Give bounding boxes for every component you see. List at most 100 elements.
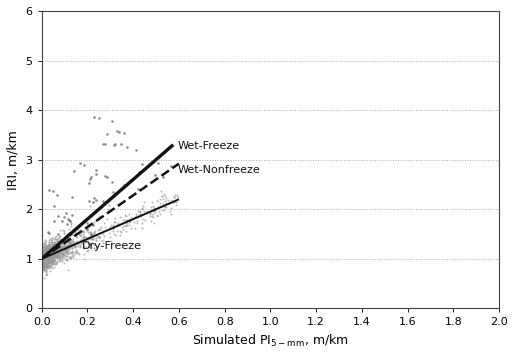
Point bbox=[58, 240, 66, 246]
Point bbox=[39, 256, 47, 262]
Point bbox=[49, 248, 58, 254]
Point bbox=[117, 225, 126, 230]
Point bbox=[72, 243, 80, 248]
Point bbox=[90, 195, 98, 201]
Point bbox=[41, 256, 49, 262]
Point bbox=[39, 256, 47, 261]
Point bbox=[81, 235, 90, 240]
Point bbox=[45, 264, 54, 269]
Point bbox=[39, 265, 47, 271]
Point bbox=[43, 253, 52, 258]
Point bbox=[49, 253, 57, 259]
Point bbox=[53, 253, 61, 258]
Point bbox=[57, 245, 65, 251]
Point bbox=[43, 254, 52, 260]
Point bbox=[51, 252, 59, 257]
Point bbox=[41, 243, 49, 249]
Point bbox=[121, 222, 129, 228]
Point bbox=[67, 240, 75, 245]
Point bbox=[58, 238, 66, 244]
Point bbox=[64, 235, 72, 241]
Point bbox=[58, 218, 66, 224]
Point bbox=[38, 254, 46, 260]
Point bbox=[39, 244, 47, 250]
Point bbox=[66, 221, 75, 227]
Point bbox=[67, 231, 75, 237]
Point bbox=[46, 257, 55, 262]
Point bbox=[45, 243, 54, 249]
Point bbox=[42, 250, 50, 256]
Point bbox=[39, 262, 47, 268]
Point bbox=[88, 232, 96, 238]
Point bbox=[136, 208, 145, 214]
Point bbox=[43, 243, 51, 248]
Point bbox=[90, 229, 98, 235]
Point bbox=[52, 246, 60, 252]
Point bbox=[84, 244, 93, 250]
Point bbox=[45, 256, 53, 261]
Point bbox=[38, 260, 46, 266]
Point bbox=[42, 258, 50, 264]
Point bbox=[39, 252, 47, 258]
Point bbox=[73, 248, 81, 254]
Point bbox=[45, 260, 54, 266]
Point bbox=[171, 202, 180, 208]
Point bbox=[155, 208, 163, 214]
Point bbox=[111, 215, 119, 221]
Point bbox=[156, 197, 164, 202]
Point bbox=[43, 251, 52, 256]
Point bbox=[64, 216, 73, 222]
Point bbox=[43, 258, 51, 263]
Point bbox=[48, 260, 57, 265]
Point bbox=[40, 256, 48, 262]
Point bbox=[48, 258, 57, 263]
Point bbox=[58, 248, 66, 254]
Point bbox=[42, 260, 50, 266]
Point bbox=[41, 253, 49, 259]
Point bbox=[117, 229, 125, 235]
Point bbox=[44, 256, 53, 262]
Point bbox=[123, 218, 131, 223]
Point bbox=[38, 253, 46, 259]
Point bbox=[83, 247, 92, 253]
Point bbox=[46, 254, 55, 260]
Point bbox=[47, 251, 56, 257]
Point bbox=[38, 248, 46, 254]
Point bbox=[45, 260, 54, 266]
Point bbox=[152, 213, 161, 219]
Point bbox=[139, 216, 147, 222]
Point bbox=[95, 213, 103, 219]
Point bbox=[59, 247, 67, 252]
Point bbox=[45, 255, 54, 260]
Point bbox=[78, 238, 86, 244]
Point bbox=[47, 246, 55, 251]
Point bbox=[58, 253, 66, 259]
Point bbox=[60, 238, 68, 244]
Point bbox=[87, 241, 95, 247]
Point bbox=[41, 255, 49, 261]
Point bbox=[48, 253, 56, 258]
Point bbox=[57, 245, 65, 250]
Point bbox=[52, 251, 60, 257]
Point bbox=[39, 263, 47, 268]
Point bbox=[39, 263, 47, 269]
Point bbox=[43, 261, 51, 267]
Point bbox=[54, 239, 62, 245]
Point bbox=[38, 269, 46, 275]
Point bbox=[40, 255, 48, 260]
Point bbox=[128, 216, 136, 222]
Point bbox=[47, 248, 56, 254]
Point bbox=[41, 250, 49, 255]
Point bbox=[45, 245, 54, 250]
Point bbox=[140, 199, 148, 205]
Point bbox=[40, 253, 48, 258]
Point bbox=[40, 255, 48, 261]
Point bbox=[44, 254, 52, 260]
Point bbox=[64, 239, 73, 245]
Point bbox=[56, 227, 64, 232]
Point bbox=[43, 253, 51, 258]
Point bbox=[50, 256, 58, 261]
Point bbox=[118, 241, 127, 247]
Point bbox=[89, 222, 97, 228]
Point bbox=[68, 242, 77, 247]
